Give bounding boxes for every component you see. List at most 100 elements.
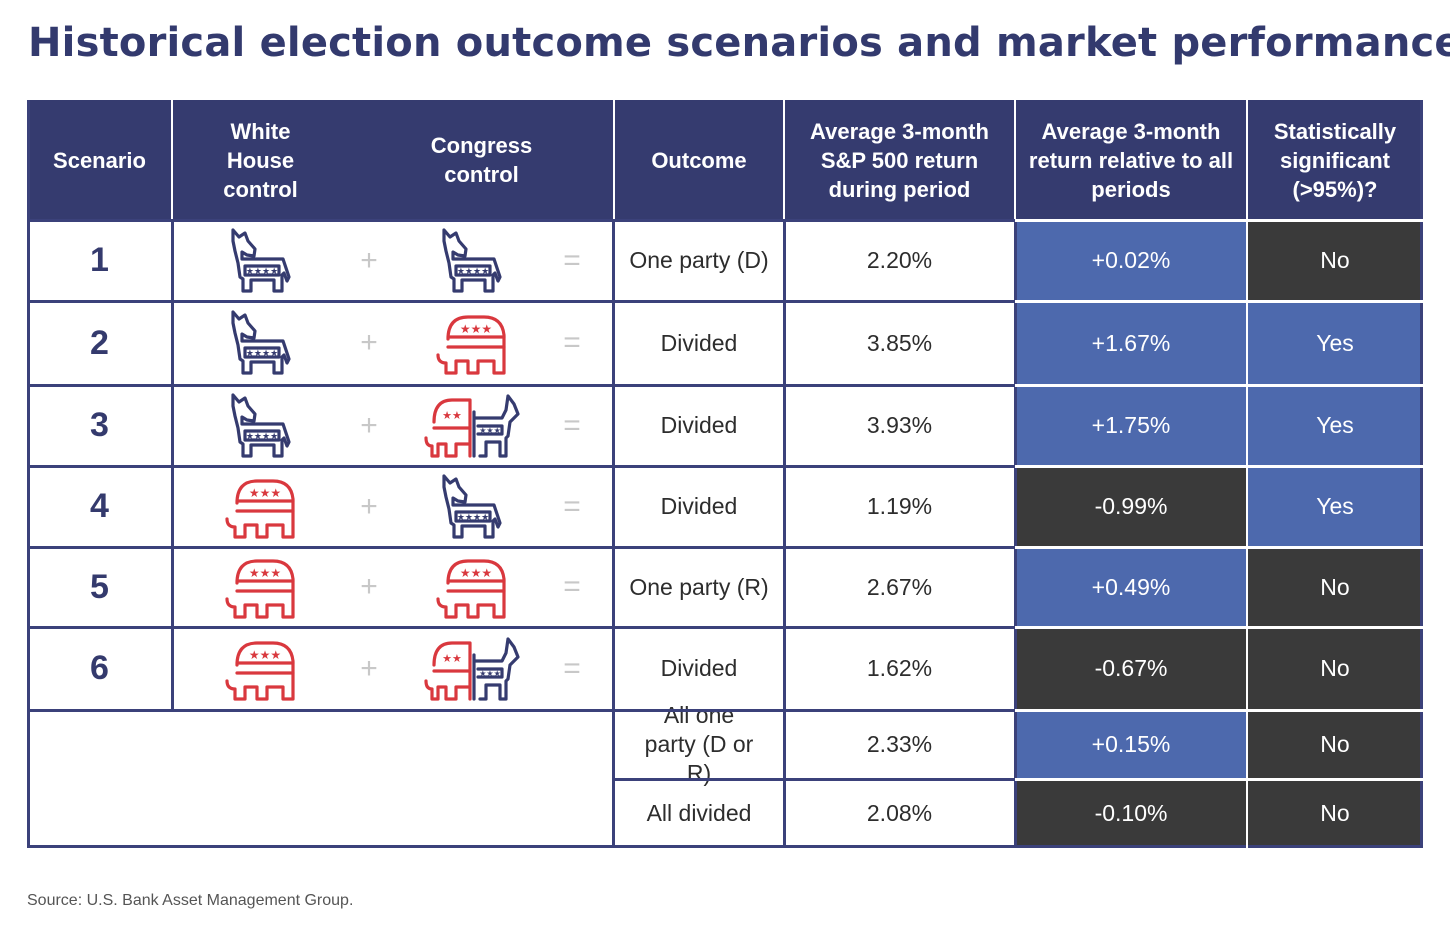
white-house-control: ★★★★ bbox=[172, 385, 349, 466]
plus-sign: + bbox=[360, 408, 378, 442]
row-divider bbox=[27, 219, 1015, 222]
donkey-icon: ★★★★ bbox=[442, 227, 502, 293]
equals-sign: = bbox=[563, 408, 581, 442]
elephant-icon: ★★★ bbox=[224, 640, 295, 701]
row-divider bbox=[27, 300, 1015, 303]
avg-return: 2.20% bbox=[866, 247, 933, 273]
table-border-left bbox=[27, 100, 30, 848]
scenario-table: Scenario White House control Congress co… bbox=[27, 100, 1423, 848]
relative-return: -0.99% bbox=[1015, 466, 1247, 547]
significance: Yes bbox=[1247, 301, 1423, 385]
row-divider bbox=[27, 465, 1015, 468]
scenario-number: 4 bbox=[90, 487, 109, 525]
significance: No bbox=[1247, 547, 1423, 627]
svg-text:★★★: ★★★ bbox=[248, 566, 280, 580]
summary-avg-divided: 2.08% bbox=[866, 800, 933, 826]
svg-text:★★★★: ★★★★ bbox=[245, 267, 277, 277]
svg-text:★★: ★★ bbox=[442, 652, 462, 665]
scenario-number: 2 bbox=[90, 323, 109, 362]
outcome: Divided bbox=[660, 493, 738, 519]
equals-sign: = bbox=[563, 570, 581, 603]
significance: No bbox=[1247, 220, 1423, 301]
donkey-icon: ★★★★ bbox=[442, 473, 502, 539]
row-divider-fill bbox=[1015, 709, 1423, 712]
header-white-house: White House control bbox=[172, 100, 349, 220]
equals-sign: = bbox=[563, 651, 581, 685]
svg-text:★★★★: ★★★★ bbox=[245, 349, 277, 359]
plus-sign: + bbox=[360, 489, 378, 523]
relative-return: +1.75% bbox=[1015, 385, 1247, 466]
header-avg-return: Average 3-month S&P 500 return during pe… bbox=[784, 100, 1015, 220]
row-divider-fill bbox=[1015, 626, 1423, 629]
divider-relative-right bbox=[1246, 220, 1248, 848]
summary-avg-one-party: 2.33% bbox=[866, 731, 933, 757]
row-divider-fill bbox=[1015, 546, 1423, 549]
summary-relative-divided: -0.10% bbox=[1015, 779, 1247, 848]
plus-sign: + bbox=[360, 243, 378, 277]
equals-sign: = bbox=[563, 489, 581, 523]
header-divider-4 bbox=[1014, 100, 1016, 220]
header-divider-1 bbox=[171, 100, 173, 220]
row-divider bbox=[27, 546, 1015, 549]
donkey-icon: ★★★★ bbox=[230, 310, 291, 375]
white-house-control: ★★★★ bbox=[172, 220, 349, 301]
plus-sign: + bbox=[360, 326, 378, 359]
header-significant-label: Statistically significant (>95%)? bbox=[1273, 118, 1397, 202]
row-divider bbox=[27, 709, 1015, 712]
svg-text:★★★: ★★★ bbox=[479, 669, 501, 678]
congress-control: ★★★ bbox=[407, 301, 537, 385]
divider-avg-right bbox=[1014, 220, 1017, 848]
white-house-control: ★★★ bbox=[172, 547, 349, 627]
header-scenario: Scenario bbox=[27, 100, 172, 220]
outcome: One party (R) bbox=[629, 573, 769, 600]
row-divider-fill bbox=[1015, 300, 1423, 303]
relative-return: +1.67% bbox=[1015, 301, 1247, 385]
congress-control: ★★ ★★★ bbox=[407, 627, 537, 710]
split-elephant-donkey-icon: ★★★★★ bbox=[424, 636, 520, 701]
svg-text:★★★: ★★★ bbox=[460, 566, 492, 580]
avg-return: 3.93% bbox=[866, 412, 933, 438]
row-divider-fill bbox=[1015, 384, 1423, 387]
relative-return: -0.67% bbox=[1015, 627, 1247, 710]
row-divider-fill bbox=[1015, 219, 1423, 222]
significance: No bbox=[1247, 627, 1423, 710]
equals-sign: = bbox=[563, 326, 581, 359]
avg-return: 1.62% bbox=[866, 655, 933, 681]
white-house-control: ★★★ bbox=[172, 627, 349, 710]
divider-outcome-left bbox=[612, 220, 615, 848]
header-significant: Statistically significant (>95%)? bbox=[1247, 100, 1423, 220]
source-note: Source: U.S. Bank Asset Management Group… bbox=[27, 892, 354, 909]
relative-return: +0.02% bbox=[1015, 220, 1247, 301]
header-divider-5 bbox=[1246, 100, 1248, 220]
row-divider-fill bbox=[1015, 465, 1423, 468]
outcome: Divided bbox=[660, 655, 738, 681]
scenario-number: 1 bbox=[90, 241, 109, 279]
significance: Yes bbox=[1247, 385, 1423, 466]
split-elephant-donkey-icon: ★★★★★ bbox=[424, 393, 520, 458]
scenario-number: 3 bbox=[90, 406, 109, 444]
header-avg-return-label: Average 3-month S&P 500 return during pe… bbox=[810, 118, 989, 202]
avg-return: 3.85% bbox=[866, 329, 933, 356]
svg-text:★★★★: ★★★★ bbox=[457, 267, 489, 277]
page-title: Historical election outcome scenarios an… bbox=[28, 20, 1450, 66]
svg-text:★★★: ★★★ bbox=[248, 648, 280, 662]
table-border-right bbox=[1420, 100, 1423, 848]
donkey-icon: ★★★★ bbox=[230, 392, 291, 458]
summary-relative-one-party: +0.15% bbox=[1015, 710, 1247, 779]
plus-sign: + bbox=[360, 570, 378, 603]
svg-text:★★★★: ★★★★ bbox=[457, 513, 489, 523]
header-relative-return: Average 3-month return relative to all p… bbox=[1015, 100, 1247, 220]
row-divider bbox=[614, 778, 1015, 781]
header-divider-3 bbox=[783, 100, 785, 220]
relative-return: +0.49% bbox=[1015, 547, 1247, 627]
svg-text:★★★: ★★★ bbox=[460, 322, 492, 336]
table-border-bottom bbox=[27, 845, 1423, 848]
elephant-icon: ★★★ bbox=[224, 478, 295, 539]
congress-control: ★★ ★★★ bbox=[407, 385, 537, 466]
header-white-house-label: White House control bbox=[223, 118, 298, 202]
header-divider-2 bbox=[613, 100, 615, 220]
header-congress-label: Congress control bbox=[430, 133, 533, 187]
elephant-icon: ★★★ bbox=[436, 559, 506, 619]
significance: Yes bbox=[1247, 466, 1423, 547]
header-outcome: Outcome bbox=[614, 100, 784, 220]
